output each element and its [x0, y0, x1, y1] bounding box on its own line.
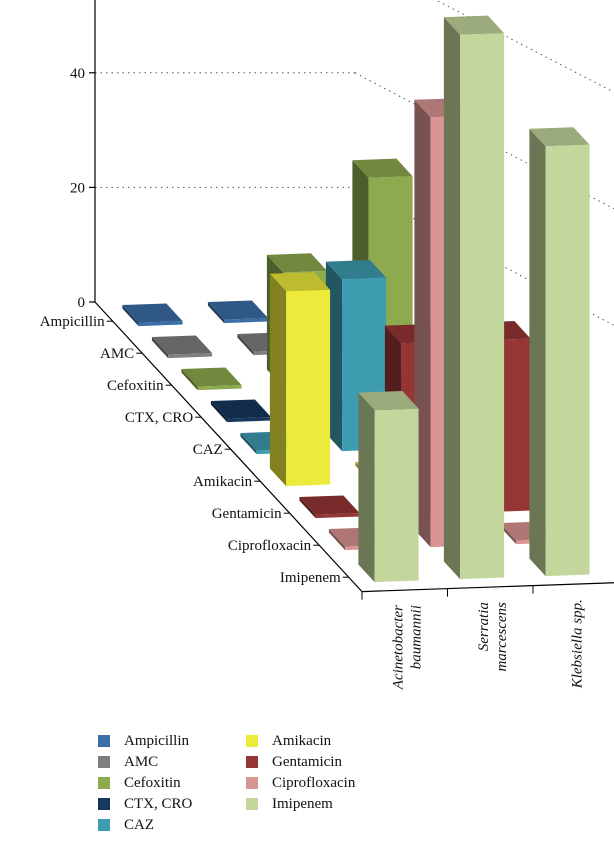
- category-label-1: Serratia marcescens: [476, 602, 510, 672]
- category-label-0: Acinetobacter baumannii: [391, 605, 425, 690]
- y-tick-label: 40: [70, 66, 85, 82]
- category-label-2: Klebsiella spp.: [570, 599, 586, 689]
- y-tick-label: 0: [78, 295, 86, 311]
- series-label-2: Cefoxitin: [107, 378, 164, 394]
- legend-item-4: CAZ: [98, 816, 154, 834]
- series-label-4: CAZ: [193, 442, 223, 458]
- series-label-3: CTX, CRO: [125, 410, 194, 426]
- axis-labels: 020406080100AmpicillinAMCCefoxitinCTX, C…: [40, 66, 586, 690]
- bar-side: [299, 497, 316, 519]
- bar-top: [207, 300, 269, 320]
- series-axis-line: [94, 301, 363, 593]
- bar-side: [237, 334, 254, 356]
- legend-label: CTX, CRO: [124, 795, 193, 812]
- legend-item-0: Ampicillin: [98, 732, 189, 750]
- axes: [89, 0, 614, 600]
- legend-swatch: [98, 777, 110, 789]
- bar-front: [374, 408, 419, 583]
- legend-swatch: [246, 798, 258, 810]
- bar-2-0: [181, 367, 242, 391]
- bar-3-0: [210, 399, 272, 423]
- bar-side: [269, 273, 287, 487]
- bar-5-0: [269, 272, 331, 487]
- bar-front: [138, 321, 183, 327]
- legend-swatch: [246, 777, 258, 789]
- bar-front: [168, 353, 213, 359]
- bar-side: [207, 302, 225, 324]
- bar-side: [358, 392, 375, 583]
- bar-1-0: [151, 335, 213, 359]
- y-tick-label: 20: [70, 180, 85, 196]
- bar-front: [286, 289, 331, 487]
- bar-8-0: [358, 391, 419, 583]
- series-label-1: AMC: [100, 346, 134, 362]
- bar-top: [210, 399, 272, 419]
- legend-item-8: Imipenem: [246, 795, 333, 813]
- bar-side: [328, 529, 346, 551]
- bar-top: [358, 391, 419, 411]
- legend-item-3: CTX, CRO: [98, 795, 192, 813]
- legend-item-1: AMC: [98, 753, 158, 771]
- bar-side: [443, 17, 461, 580]
- series-label-0: Ampicillin: [40, 314, 105, 330]
- legend: Ampicillin AMC Cefoxitin CTX, CRO CAZ Amikaci…: [98, 732, 428, 850]
- series-label-7: Ciprofloxacin: [228, 538, 312, 554]
- bar-8-1: [443, 15, 505, 580]
- bar-top: [181, 367, 242, 387]
- bar-top: [151, 335, 213, 355]
- bar-0-0: [122, 303, 183, 327]
- bar-side: [151, 337, 169, 359]
- bar-top: [299, 495, 360, 515]
- bars: [122, 15, 590, 583]
- legend-swatch: [98, 798, 110, 810]
- gridlines: [95, 0, 614, 326]
- bar-6-0: [299, 495, 360, 519]
- legend-swatch: [98, 819, 110, 831]
- bar-top: [352, 158, 413, 178]
- bar-front: [197, 385, 242, 391]
- bar-top: [325, 260, 387, 280]
- legend-swatch: [98, 735, 110, 747]
- series-label-6: Gentamicin: [212, 506, 282, 522]
- bar-side: [122, 305, 139, 327]
- bar-top: [443, 15, 505, 35]
- gridline-depth-60: [434, 0, 614, 93]
- legend-item-7: Ciprofloxacin: [246, 774, 355, 792]
- bar-side: [181, 369, 198, 391]
- legend-item-6: Gentamicin: [246, 753, 342, 771]
- bar-top: [266, 253, 328, 273]
- bar-front: [545, 144, 590, 577]
- legend-item-2: Cefoxitin: [98, 774, 181, 792]
- bar-side: [240, 433, 257, 455]
- legend-swatch: [98, 756, 110, 768]
- legend-label: Amikacin: [272, 732, 332, 749]
- category-axis-line: [361, 582, 614, 593]
- legend-label: Ciprofloxacin: [272, 774, 356, 791]
- bar-side: [210, 401, 228, 423]
- bar-top: [269, 272, 331, 292]
- legend-label: Cefoxitin: [124, 774, 181, 791]
- legend-label: Ampicillin: [124, 732, 189, 749]
- bar-side: [529, 128, 546, 577]
- legend-label: Gentamicin: [272, 753, 342, 770]
- legend-swatch: [246, 756, 258, 768]
- bar-front: [224, 318, 269, 324]
- series-label-8: Imipenem: [280, 570, 341, 586]
- bar-top: [529, 127, 590, 147]
- bar-front: [315, 513, 360, 519]
- legend-item-5: Amikacin: [246, 732, 331, 750]
- legend-label: Imipenem: [272, 795, 333, 812]
- legend-label: CAZ: [124, 816, 154, 833]
- bar-8-2: [529, 127, 590, 577]
- bar-0-1: [207, 300, 269, 324]
- legend-swatch: [246, 735, 258, 747]
- legend-label: AMC: [124, 753, 159, 770]
- bar-front: [460, 33, 505, 580]
- series-label-5: Amikacin: [193, 474, 253, 490]
- bar-top: [122, 303, 183, 323]
- bar-front: [227, 417, 272, 423]
